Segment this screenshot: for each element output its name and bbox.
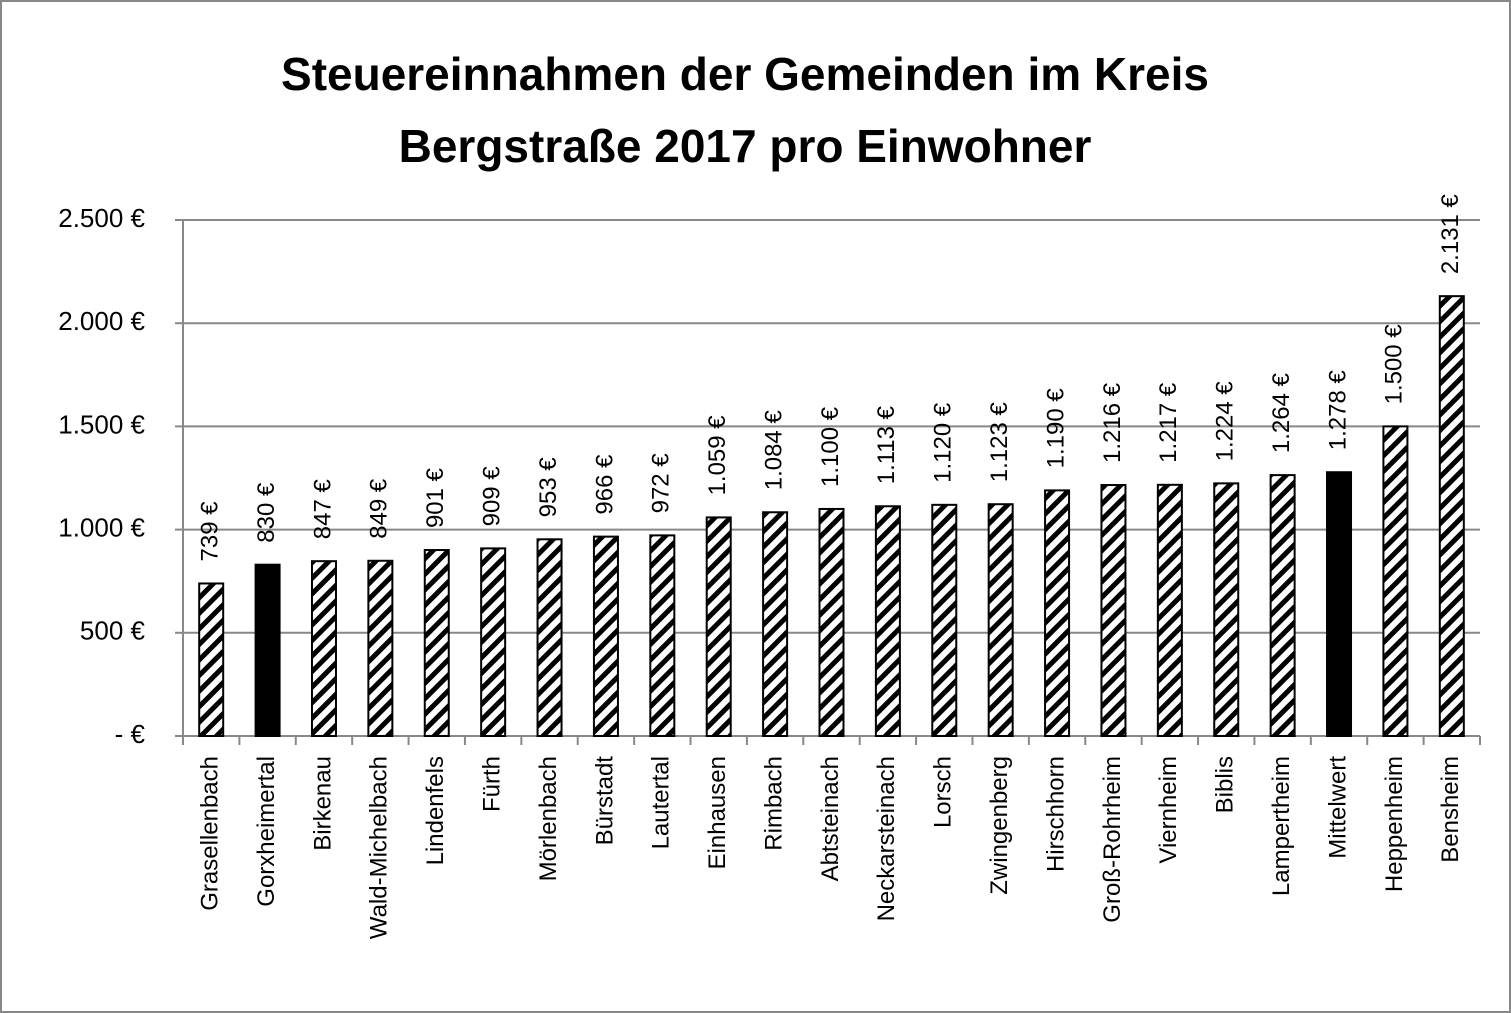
bar <box>254 563 281 737</box>
x-tick-label: Birkenau <box>309 756 336 851</box>
y-tick-label: - € <box>115 719 146 749</box>
value-label: 1.123 € <box>986 401 1013 482</box>
value-label: 1.224 € <box>1212 381 1239 462</box>
value-label: 1.084 € <box>760 410 787 491</box>
x-tick-label: Groß-Rohrheim <box>1099 756 1126 923</box>
bar <box>1156 483 1183 737</box>
bar <box>367 559 394 738</box>
value-label: 1.217 € <box>1155 382 1182 463</box>
bar <box>762 511 789 737</box>
value-label: 1.264 € <box>1268 372 1295 453</box>
bar <box>423 549 450 738</box>
value-label: 1.278 € <box>1324 369 1351 450</box>
x-tick-label: Abtsteinach <box>817 756 844 881</box>
value-label: 2.131 € <box>1437 193 1464 274</box>
value-label: 830 € <box>253 482 280 543</box>
x-tick-label: Heppenheim <box>1381 756 1408 892</box>
value-label: 1.216 € <box>1099 382 1126 463</box>
bar <box>310 560 337 737</box>
bar <box>649 534 676 738</box>
bar <box>198 582 225 737</box>
chart-title: Bergstraße 2017 pro Einwohner <box>399 120 1092 172</box>
bar <box>1100 484 1127 738</box>
x-tick-label: Zwingenberg <box>986 756 1013 895</box>
bar <box>818 507 845 737</box>
value-label: 1.100 € <box>817 406 844 487</box>
value-label: 1.190 € <box>1042 388 1069 469</box>
bar <box>1326 471 1353 737</box>
bar <box>1044 489 1071 737</box>
chart-title: Steuereinnahmen der Gemeinden im Kreis <box>281 48 1209 100</box>
value-label: 953 € <box>535 457 562 518</box>
x-tick-label: Neckarsteinach <box>873 756 900 921</box>
bar <box>1382 425 1409 737</box>
x-tick-label: Grasellenbach <box>197 756 224 911</box>
x-tick-label: Bürstadt <box>591 756 618 846</box>
x-tick-label: Wald-Michelbach <box>366 756 393 939</box>
x-tick-label: Viernheim <box>1155 756 1182 864</box>
x-tick-label: Biblis <box>1212 756 1239 813</box>
bar <box>1269 474 1296 737</box>
value-label: 849 € <box>366 478 393 539</box>
value-label: 966 € <box>591 454 618 515</box>
bar <box>987 503 1014 737</box>
bar <box>705 516 732 738</box>
x-tick-label: Hirschhorn <box>1042 756 1069 872</box>
x-tick-label: Lampertheim <box>1268 756 1295 896</box>
y-tick-label: 500 € <box>80 616 146 646</box>
value-label: 1.113 € <box>873 405 900 484</box>
y-tick-label: 2.000 € <box>58 306 145 336</box>
y-tick-label: 1.000 € <box>58 512 145 542</box>
x-tick-label: Lorsch <box>930 756 957 828</box>
y-tick-label: 1.500 € <box>58 409 145 439</box>
x-tick-label: Fürth <box>478 756 505 812</box>
x-tick-label: Einhausen <box>704 756 731 869</box>
x-tick-label: Bensheim <box>1437 756 1464 863</box>
value-label: 1.059 € <box>704 415 731 496</box>
bar <box>536 538 563 737</box>
bar <box>1438 295 1465 737</box>
value-label: 1.120 € <box>930 402 957 483</box>
value-label: 909 € <box>478 466 505 527</box>
bar <box>1213 482 1240 737</box>
x-tick-label: Lautertal <box>648 756 675 849</box>
value-label: 901 € <box>422 467 449 528</box>
bar <box>931 503 958 737</box>
y-tick-label: 2.500 € <box>58 203 145 233</box>
bar <box>874 505 901 737</box>
value-label: 1.500 € <box>1381 324 1408 405</box>
value-label: 972 € <box>648 453 675 514</box>
x-tick-label: Mörlenbach <box>535 756 562 881</box>
x-tick-label: Gorxheimertal <box>253 756 280 907</box>
bar <box>592 535 619 738</box>
value-label: 739 € <box>197 501 224 562</box>
bar <box>480 547 507 737</box>
x-tick-label: Mittelwert <box>1324 756 1351 859</box>
x-tick-label: Rimbach <box>760 756 787 851</box>
value-label: 847 € <box>309 478 336 539</box>
x-tick-label: Lindenfels <box>422 756 449 865</box>
